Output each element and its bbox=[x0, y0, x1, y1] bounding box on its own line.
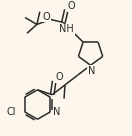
Text: N: N bbox=[88, 66, 95, 76]
Text: O: O bbox=[55, 72, 63, 82]
Text: Cl: Cl bbox=[6, 107, 16, 117]
Text: N: N bbox=[53, 107, 61, 117]
Text: NH: NH bbox=[59, 24, 74, 34]
Text: O: O bbox=[43, 12, 51, 21]
Text: O: O bbox=[67, 1, 75, 11]
